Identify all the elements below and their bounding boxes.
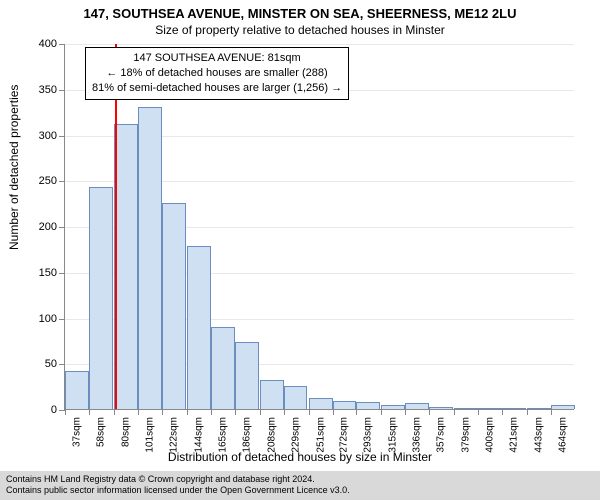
x-tick-label: 251sqm xyxy=(315,417,326,453)
x-tick xyxy=(478,409,479,415)
x-tick-label: 208sqm xyxy=(266,417,277,453)
histogram-bar xyxy=(429,407,453,409)
histogram-bar xyxy=(235,342,259,409)
x-tick-label: 357sqm xyxy=(436,417,447,453)
x-tick-label: 421sqm xyxy=(509,417,520,453)
y-tick-label: 250 xyxy=(39,175,57,187)
histogram-bar xyxy=(333,401,357,409)
histogram-bar xyxy=(211,327,235,409)
x-tick xyxy=(162,409,163,415)
y-tick-label: 100 xyxy=(39,313,57,325)
histogram-bar xyxy=(551,405,575,409)
x-tick xyxy=(381,409,382,415)
x-tick-label: 379sqm xyxy=(461,417,472,453)
y-axis-label: Number of detached properties xyxy=(7,85,21,250)
y-tick xyxy=(59,44,65,45)
x-tick-label: 165sqm xyxy=(217,417,228,453)
gridline xyxy=(65,44,574,45)
x-tick-label: 186sqm xyxy=(241,417,252,453)
x-tick-label: 37sqm xyxy=(71,417,82,447)
x-tick-label: 122sqm xyxy=(168,417,179,453)
x-tick-label: 443sqm xyxy=(534,417,545,453)
x-tick-label: 293sqm xyxy=(363,417,374,453)
histogram-bar xyxy=(454,408,478,409)
x-tick xyxy=(405,409,406,415)
x-tick xyxy=(260,409,261,415)
histogram-bar xyxy=(187,246,211,409)
y-tick xyxy=(59,136,65,137)
histogram-bar xyxy=(356,402,380,409)
infobox-line2: ← 18% of detached houses are smaller (28… xyxy=(92,66,342,81)
x-tick xyxy=(356,409,357,415)
y-tick-label: 350 xyxy=(39,84,57,96)
x-tick-label: 315sqm xyxy=(388,417,399,453)
y-tick-label: 0 xyxy=(51,404,57,416)
footer-line2: Contains public sector information licen… xyxy=(6,485,594,497)
histogram-bar xyxy=(381,405,405,409)
x-tick-label: 229sqm xyxy=(290,417,301,453)
x-tick xyxy=(65,409,66,415)
chart-plot-area: 05010015020025030035040037sqm58sqm80sqm1… xyxy=(64,44,574,410)
x-tick xyxy=(138,409,139,415)
x-tick xyxy=(502,409,503,415)
x-tick xyxy=(333,409,334,415)
histogram-bar xyxy=(138,107,162,409)
x-tick xyxy=(114,409,115,415)
y-tick xyxy=(59,319,65,320)
y-tick-label: 50 xyxy=(45,358,57,370)
histogram-bar xyxy=(309,398,333,409)
x-tick xyxy=(527,409,528,415)
x-tick-label: 58sqm xyxy=(95,417,106,447)
x-tick xyxy=(89,409,90,415)
y-tick-label: 300 xyxy=(39,130,57,142)
x-tick-label: 80sqm xyxy=(120,417,131,447)
histogram-bar xyxy=(65,371,89,409)
x-tick xyxy=(284,409,285,415)
x-tick xyxy=(187,409,188,415)
y-tick xyxy=(59,364,65,365)
y-tick xyxy=(59,273,65,274)
x-axis-label: Distribution of detached houses by size … xyxy=(0,450,600,464)
histogram-bar xyxy=(89,187,113,409)
x-tick-label: 336sqm xyxy=(412,417,423,453)
x-tick xyxy=(309,409,310,415)
histogram-bar xyxy=(260,380,284,409)
y-tick xyxy=(59,227,65,228)
footer-line1: Contains HM Land Registry data © Crown c… xyxy=(6,474,594,486)
y-tick-label: 400 xyxy=(39,38,57,50)
x-tick xyxy=(454,409,455,415)
histogram-bar xyxy=(114,124,138,409)
x-tick-label: 272sqm xyxy=(339,417,350,453)
infobox-line3: 81% of semi-detached houses are larger (… xyxy=(92,81,342,96)
y-tick-label: 200 xyxy=(39,221,57,233)
x-tick-label: 101sqm xyxy=(144,417,155,453)
histogram-bar xyxy=(502,408,526,409)
histogram-bar xyxy=(284,386,308,409)
chart-subtitle: Size of property relative to detached ho… xyxy=(0,21,600,37)
x-tick-label: 400sqm xyxy=(485,417,496,453)
chart-title: 147, SOUTHSEA AVENUE, MINSTER ON SEA, SH… xyxy=(0,0,600,21)
x-tick xyxy=(211,409,212,415)
x-tick xyxy=(429,409,430,415)
y-tick xyxy=(59,90,65,91)
infobox-line1: 147 SOUTHSEA AVENUE: 81sqm xyxy=(92,51,342,66)
y-tick xyxy=(59,181,65,182)
histogram-bar xyxy=(405,403,429,409)
histogram-bar xyxy=(162,203,186,409)
x-tick-label: 464sqm xyxy=(558,417,569,453)
x-tick-label: 144sqm xyxy=(193,417,204,453)
marker-info-box: 147 SOUTHSEA AVENUE: 81sqm ← 18% of deta… xyxy=(85,47,349,100)
histogram-bar xyxy=(478,408,502,409)
x-tick xyxy=(551,409,552,415)
y-tick-label: 150 xyxy=(39,267,57,279)
histogram-bar xyxy=(527,408,551,409)
x-tick xyxy=(235,409,236,415)
footer-attribution: Contains HM Land Registry data © Crown c… xyxy=(0,471,600,500)
